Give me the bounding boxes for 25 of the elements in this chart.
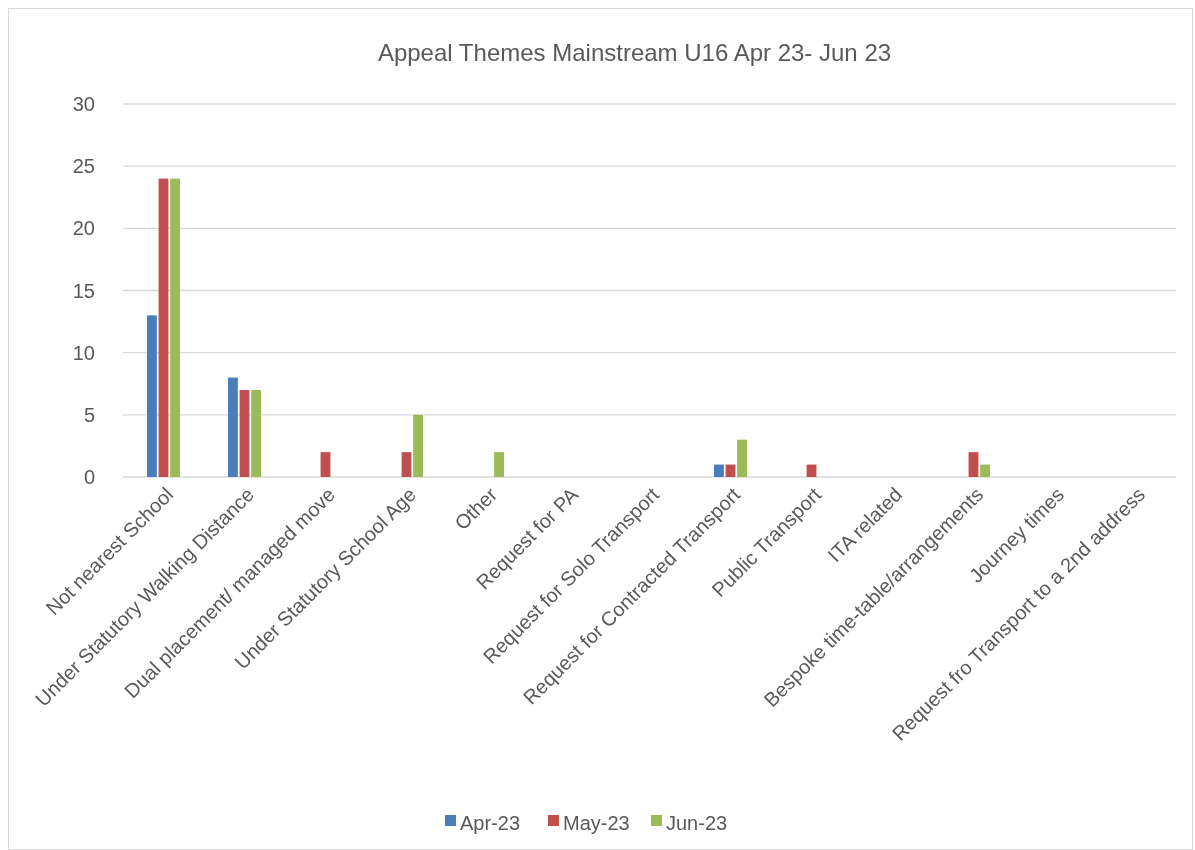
bar: [980, 464, 990, 477]
chart-title: Appeal Themes Mainstream U16 Apr 23- Jun 23: [377, 39, 892, 66]
bar: [413, 414, 423, 477]
legend-label: Jun-23: [666, 812, 728, 834]
bar: [239, 389, 250, 477]
bar: [968, 452, 979, 477]
bar: [401, 452, 412, 477]
bar: [147, 315, 157, 477]
y-tick-label: 5: [83, 403, 95, 426]
bar: [320, 452, 331, 477]
y-tick-label: 20: [72, 217, 95, 240]
legend-label: Apr-23: [460, 812, 521, 834]
y-tick-label: 0: [83, 466, 95, 488]
legend-label: May-23: [563, 812, 630, 834]
bar: [714, 464, 724, 477]
bar: [158, 178, 169, 477]
y-tick-label: 25: [72, 155, 95, 178]
y-tick-label: 10: [72, 341, 95, 364]
bar: [251, 389, 261, 477]
y-tick-label: 15: [72, 279, 95, 302]
bar: [737, 439, 747, 477]
bar: [170, 178, 180, 477]
y-tick-label: 30: [72, 93, 95, 115]
bar: [494, 452, 504, 477]
bar: [228, 377, 238, 477]
